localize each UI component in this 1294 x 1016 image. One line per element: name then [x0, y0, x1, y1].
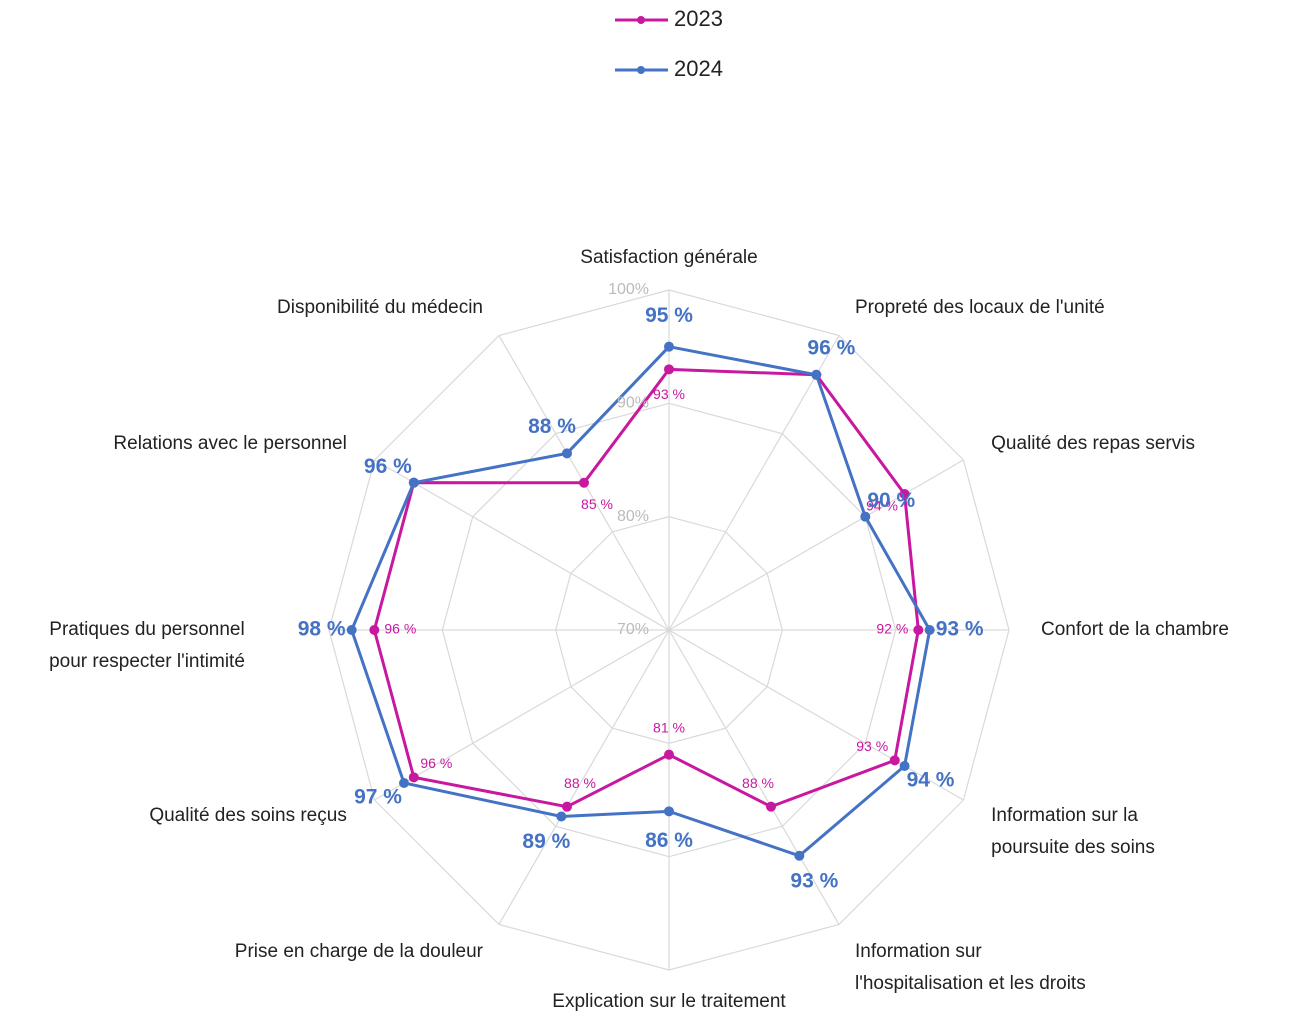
- value-label: 95 %: [645, 304, 693, 327]
- value-label: 96 %: [384, 621, 416, 637]
- point: [889, 755, 900, 766]
- category-label: Prise en charge de la douleur: [235, 941, 484, 962]
- value-label: 85 %: [581, 496, 613, 512]
- spoke: [498, 629, 670, 925]
- point: [860, 511, 871, 522]
- value-label: 93 %: [936, 618, 984, 641]
- point: [794, 850, 805, 861]
- category-label: Relations avec le personnel: [113, 433, 346, 454]
- point: [924, 625, 935, 635]
- value-label: 97 %: [354, 786, 402, 809]
- point: [556, 811, 567, 822]
- point: [398, 778, 409, 788]
- spoke: [668, 629, 840, 925]
- point: [579, 477, 589, 488]
- point: [562, 801, 572, 812]
- category-label: Pratiques du personnel pour respecter l'i…: [49, 619, 245, 672]
- value-label: 98 %: [298, 618, 346, 641]
- value-label: 88 %: [742, 775, 774, 791]
- point: [899, 761, 910, 771]
- r-tick-label: 80%: [617, 508, 649, 525]
- point: [562, 448, 572, 459]
- category-label: Propreté des locaux de l'unité: [855, 297, 1105, 318]
- value-label: 88 %: [528, 415, 576, 438]
- point: [664, 749, 674, 760]
- point: [408, 477, 419, 488]
- grid-ring: [555, 516, 783, 744]
- value-label: 94 %: [866, 498, 898, 514]
- value-label: 96 %: [807, 336, 855, 359]
- value-label: 93 %: [790, 869, 838, 892]
- legend-marker: [637, 16, 645, 24]
- value-label: 94 %: [907, 769, 955, 792]
- r-tick-label: 100%: [608, 281, 649, 298]
- point: [408, 772, 419, 783]
- category-label: Satisfaction générale: [580, 247, 757, 268]
- category-label: Explication sur le traitement: [552, 991, 786, 1012]
- value-label: 92 %: [876, 621, 908, 637]
- value-label: 81 %: [653, 719, 685, 735]
- point: [766, 801, 776, 812]
- category-label: Disponibilité du médecin: [277, 297, 483, 318]
- spoke: [668, 629, 964, 801]
- grid-ring: [328, 289, 1010, 971]
- r-tick-label: 70%: [617, 621, 649, 638]
- value-label: 88 %: [564, 775, 596, 791]
- category-label: Information sur l'hospitalisation et les …: [855, 941, 1086, 994]
- spoke: [374, 459, 670, 631]
- value-label: 86 %: [645, 829, 693, 852]
- category-label: Qualité des soins reçus: [149, 805, 347, 826]
- category-label: Confort de la chambre: [1041, 619, 1229, 640]
- point: [664, 806, 674, 817]
- value-label: 89 %: [522, 830, 570, 853]
- legend-label: 2023: [674, 6, 723, 31]
- category-label: Qualité des repas servis: [991, 433, 1195, 454]
- point: [664, 341, 674, 352]
- spoke: [374, 629, 670, 801]
- point: [369, 625, 380, 635]
- value-label: 96 %: [420, 755, 452, 771]
- spoke: [668, 335, 840, 631]
- spoke: [668, 459, 964, 631]
- point: [913, 625, 924, 635]
- category-label: Information sur la poursuite des soins: [991, 805, 1155, 858]
- point: [811, 369, 822, 380]
- legend-marker: [637, 66, 645, 74]
- value-label: 90 %: [867, 489, 915, 512]
- point: [664, 364, 674, 375]
- value-label: 93 %: [653, 386, 685, 402]
- legend-label: 2024: [674, 56, 723, 81]
- value-label: 93 %: [856, 738, 888, 754]
- r-tick-label: 90%: [617, 395, 649, 412]
- point: [346, 625, 357, 635]
- point: [899, 489, 910, 499]
- value-label: 96 %: [364, 455, 412, 478]
